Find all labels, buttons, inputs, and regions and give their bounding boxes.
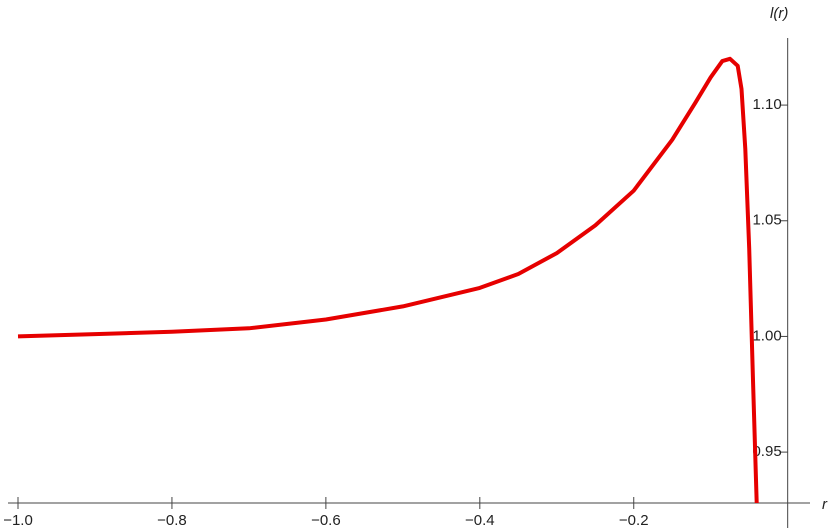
x-tick-label: −0.6 [311, 512, 341, 529]
y-tick-label: 1.05 [752, 212, 781, 229]
x-tick-label: −0.8 [157, 512, 187, 529]
y-tick-label: 0.95 [752, 443, 781, 460]
x-axis-label: r [822, 496, 828, 513]
y-axis-label: l(r) [770, 5, 788, 22]
y-tick-label: 1.10 [752, 96, 781, 113]
x-tick-label: −0.4 [465, 512, 495, 529]
curve [17, 56, 759, 504]
x-tick-label: −0.2 [619, 512, 649, 529]
x-tick-label: −1.0 [3, 512, 33, 529]
y-tick-label: 1.00 [752, 327, 781, 344]
